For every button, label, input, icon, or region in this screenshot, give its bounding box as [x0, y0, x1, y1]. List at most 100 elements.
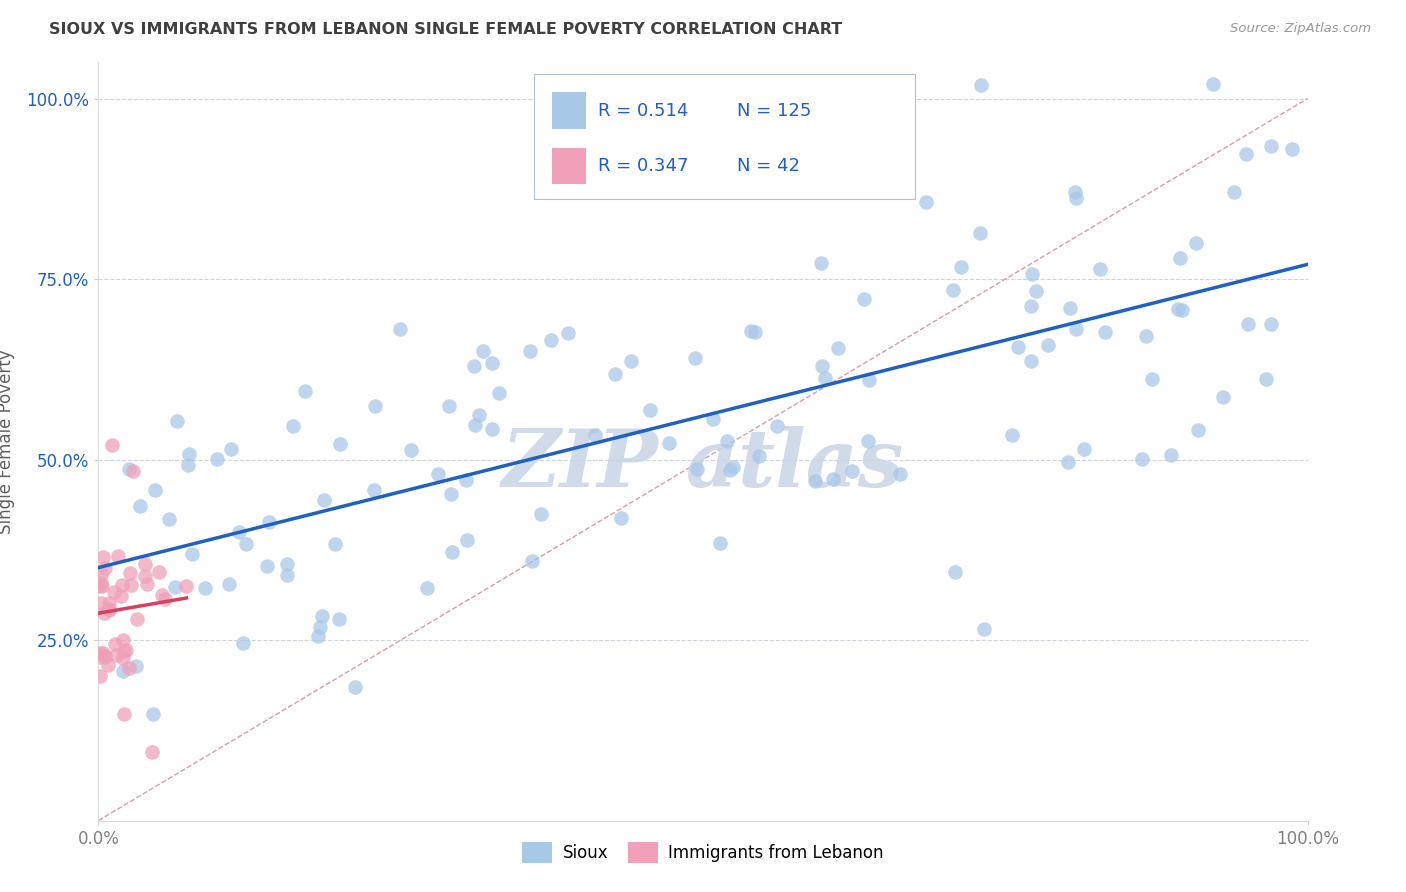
- Bar: [551, 92, 586, 128]
- Point: [1057, 455, 1080, 469]
- Point: [1090, 261, 1112, 276]
- Bar: [551, 147, 586, 184]
- Point: [1064, 190, 1087, 204]
- Point: [488, 386, 510, 401]
- Point: [344, 680, 367, 694]
- Point: [194, 582, 217, 596]
- Point: [91, 579, 114, 593]
- Point: [90, 576, 112, 591]
- Point: [1064, 322, 1087, 336]
- Point: [103, 585, 125, 599]
- Point: [111, 650, 134, 665]
- Point: [1202, 77, 1225, 91]
- Point: [456, 533, 478, 547]
- Point: [1001, 428, 1024, 442]
- Point: [709, 535, 731, 549]
- Point: [969, 226, 991, 240]
- Point: [1281, 142, 1303, 156]
- Point: [471, 344, 494, 359]
- Point: [148, 566, 170, 580]
- Point: [858, 372, 880, 386]
- Point: [467, 408, 489, 422]
- Point: [811, 359, 834, 373]
- Point: [98, 596, 121, 610]
- Point: [176, 579, 198, 593]
- Point: [98, 603, 121, 617]
- Point: [97, 602, 120, 616]
- Point: [949, 260, 972, 275]
- Point: [943, 565, 966, 579]
- Point: [748, 449, 770, 463]
- Point: [157, 512, 180, 526]
- Point: [841, 464, 863, 478]
- Point: [325, 537, 347, 551]
- Point: [1063, 185, 1085, 199]
- Point: [153, 591, 176, 606]
- Point: [125, 612, 148, 626]
- Point: [744, 325, 766, 339]
- Point: [1094, 325, 1116, 339]
- Point: [821, 472, 844, 486]
- Point: [1135, 329, 1157, 343]
- Point: [609, 511, 631, 525]
- Point: [814, 371, 837, 385]
- Point: [90, 566, 112, 581]
- Point: [1130, 452, 1153, 467]
- Point: [311, 608, 333, 623]
- Point: [658, 435, 681, 450]
- Point: [180, 547, 202, 561]
- Point: [439, 486, 461, 500]
- Point: [91, 550, 114, 565]
- Point: [1021, 267, 1043, 281]
- Text: R = 0.514: R = 0.514: [598, 102, 688, 120]
- Point: [112, 665, 135, 679]
- Point: [90, 596, 112, 610]
- Text: R = 0.347: R = 0.347: [598, 157, 689, 175]
- Point: [388, 321, 411, 335]
- Point: [276, 568, 298, 582]
- Point: [328, 611, 350, 625]
- Point: [94, 649, 117, 664]
- Point: [1212, 390, 1234, 404]
- Point: [969, 78, 991, 92]
- Text: Source: ZipAtlas.com: Source: ZipAtlas.com: [1230, 22, 1371, 36]
- Point: [134, 557, 156, 571]
- Point: [89, 579, 111, 593]
- Point: [309, 620, 332, 634]
- Point: [740, 324, 762, 338]
- Point: [107, 549, 129, 563]
- Point: [1025, 284, 1047, 298]
- Point: [440, 545, 463, 559]
- Point: [150, 587, 173, 601]
- Point: [364, 399, 387, 413]
- Point: [257, 515, 280, 529]
- Point: [1185, 236, 1208, 251]
- Point: [605, 367, 627, 381]
- Point: [766, 419, 789, 434]
- Point: [914, 195, 936, 210]
- Point: [232, 636, 254, 650]
- Point: [557, 326, 579, 340]
- Point: [118, 462, 141, 476]
- Point: [283, 418, 305, 433]
- Point: [530, 507, 553, 521]
- Point: [1160, 449, 1182, 463]
- Point: [401, 442, 423, 457]
- Point: [1019, 354, 1042, 368]
- Point: [94, 560, 117, 574]
- Point: [620, 353, 643, 368]
- Point: [1073, 442, 1095, 457]
- Point: [166, 413, 188, 427]
- Point: [89, 650, 111, 665]
- Point: [105, 648, 128, 663]
- Point: [125, 659, 148, 673]
- Point: [135, 577, 157, 591]
- Point: [143, 483, 166, 497]
- Legend: Sioux, Immigrants from Lebanon: Sioux, Immigrants from Lebanon: [516, 836, 890, 869]
- Point: [583, 427, 606, 442]
- Point: [686, 462, 709, 476]
- Point: [93, 646, 115, 660]
- Point: [1019, 299, 1042, 313]
- Point: [142, 707, 165, 722]
- Point: [121, 464, 143, 478]
